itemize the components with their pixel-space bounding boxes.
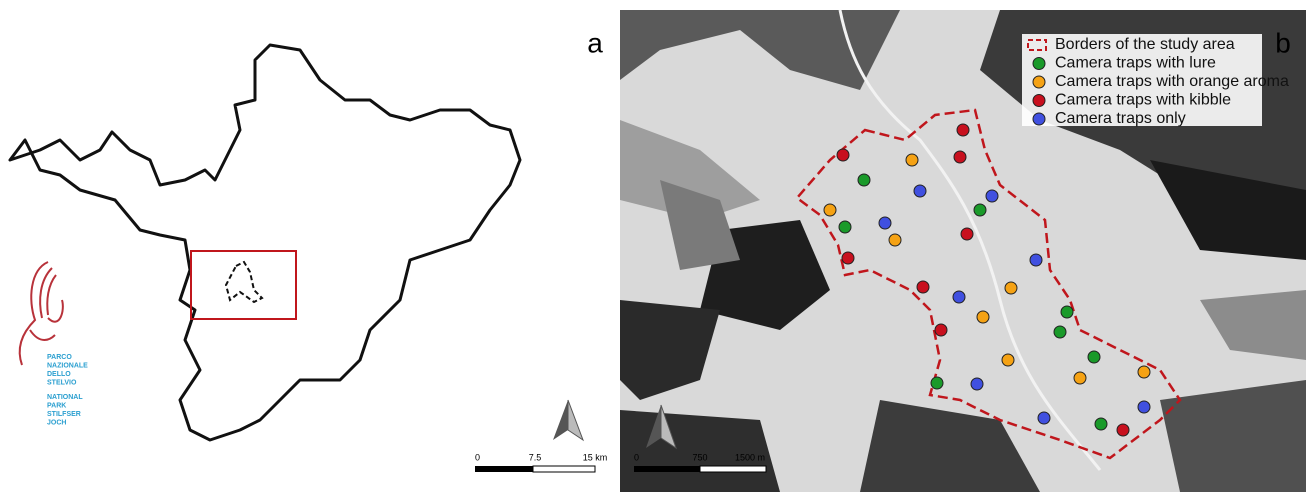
logo-line: NAZIONALE — [47, 362, 88, 369]
panel-label: a — [587, 27, 603, 58]
logo-line: PARCO — [47, 354, 72, 361]
scale-label: 0 — [634, 452, 639, 462]
legend-marker — [1033, 58, 1045, 70]
camera-trap — [824, 204, 836, 216]
camera-trap — [953, 291, 965, 303]
camera-trap — [1030, 254, 1042, 266]
camera-trap — [858, 174, 870, 186]
camera-trap — [977, 311, 989, 323]
legend-marker — [1033, 113, 1045, 125]
legend-label: Borders of the study area — [1055, 36, 1235, 53]
camera-trap — [957, 124, 969, 136]
logo-line: JOCH — [47, 419, 66, 426]
camera-trap — [1138, 401, 1150, 413]
camera-trap — [842, 252, 854, 264]
camera-trap — [914, 185, 926, 197]
logo-line: STILFSER — [47, 411, 81, 418]
camera-trap — [1095, 418, 1107, 430]
panel-label: b — [1275, 27, 1291, 58]
camera-trap — [1061, 306, 1073, 318]
scale-label: 1500 m — [735, 452, 765, 462]
scale-label: 7.5 — [529, 452, 542, 462]
camera-trap — [974, 204, 986, 216]
scale-label: 15 km — [583, 452, 608, 462]
camera-trap — [935, 324, 947, 336]
logo-line: STELVIO — [47, 379, 77, 386]
legend-label: Camera traps with lure — [1055, 55, 1216, 72]
north-arrow — [553, 400, 583, 440]
camera-trap — [1088, 351, 1100, 363]
camera-trap — [1138, 366, 1150, 378]
camera-trap — [961, 228, 973, 240]
legend-marker — [1033, 95, 1045, 107]
legend-label: Camera traps only — [1055, 110, 1186, 127]
legend-label: Camera traps with orange aroma — [1055, 73, 1289, 90]
camera-trap — [1005, 282, 1017, 294]
camera-trap — [1002, 354, 1014, 366]
camera-trap — [879, 217, 891, 229]
logo-line: DELLO — [47, 371, 71, 378]
camera-trap — [917, 281, 929, 293]
camera-trap — [1038, 412, 1050, 424]
camera-trap — [954, 151, 966, 163]
logo-line: NATIONAL — [47, 394, 83, 401]
camera-trap — [889, 234, 901, 246]
scale-label: 750 — [692, 452, 707, 462]
legend: Borders of the study area Camera traps wi… — [1022, 34, 1289, 127]
legend-label: Camera traps with kibble — [1055, 92, 1231, 109]
camera-trap — [986, 190, 998, 202]
camera-trap — [1117, 424, 1129, 436]
camera-trap — [837, 149, 849, 161]
camera-trap — [931, 377, 943, 389]
scale-bar: 0 7.5 15 km — [475, 452, 607, 472]
camera-trap — [971, 378, 983, 390]
study-area-small — [226, 262, 262, 302]
legend-marker — [1033, 76, 1045, 88]
camera-trap — [906, 154, 918, 166]
logo-line: PARK — [47, 402, 66, 409]
camera-trap — [1054, 326, 1066, 338]
camera-trap — [1074, 372, 1086, 384]
camera-trap — [839, 221, 851, 233]
scale-label: 0 — [475, 452, 480, 462]
park-outline — [10, 45, 520, 440]
figure: PARCONAZIONALE DELLOSTELVIO NATIONALPARK ST… — [0, 0, 1306, 492]
logo-eagle — [20, 262, 63, 365]
